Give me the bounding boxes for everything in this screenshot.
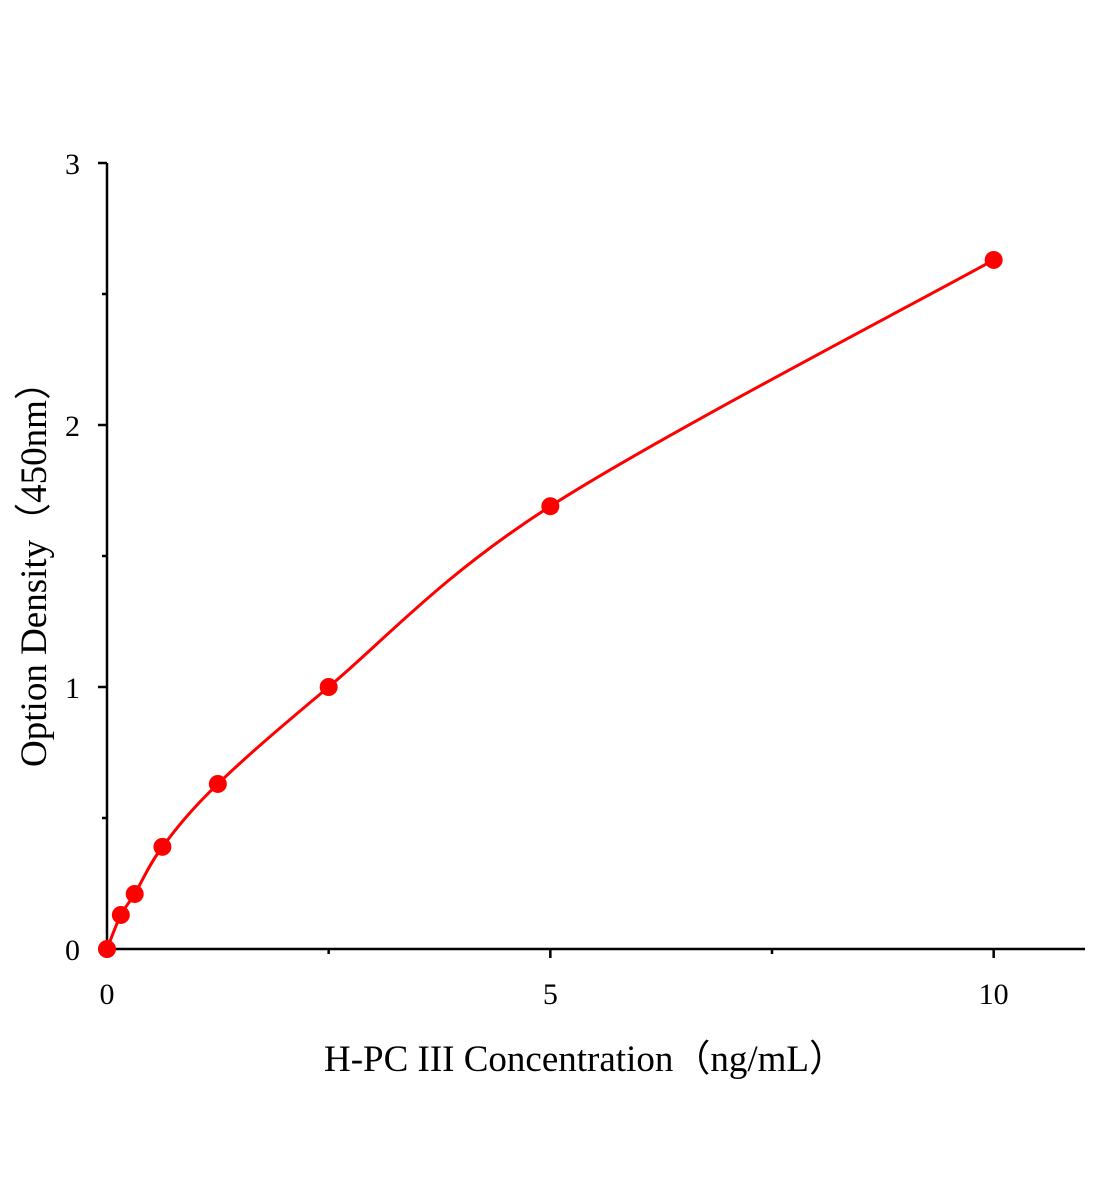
y-axis-title: Option Density（450nm） bbox=[14, 363, 55, 767]
data-point bbox=[98, 940, 116, 958]
fit-curve bbox=[105, 258, 995, 950]
y-tick-label: 3 bbox=[65, 148, 80, 181]
data-point bbox=[319, 678, 338, 696]
data-point bbox=[541, 497, 560, 516]
data-point bbox=[153, 837, 172, 856]
x-tick-label: 10 bbox=[979, 978, 1009, 1011]
data-point bbox=[125, 884, 144, 903]
x-tick-label: 0 bbox=[100, 978, 115, 1011]
data-point bbox=[984, 250, 1003, 269]
x-axis-title: H-PC III Concentration（ng/mL） bbox=[324, 1039, 846, 1080]
y-tick-label: 1 bbox=[65, 672, 80, 705]
data-point bbox=[208, 774, 227, 793]
x-tick-label: 5 bbox=[543, 978, 558, 1011]
y-tick-label: 0 bbox=[65, 934, 80, 967]
data-point bbox=[111, 905, 130, 924]
y-tick-label: 2 bbox=[65, 410, 80, 443]
